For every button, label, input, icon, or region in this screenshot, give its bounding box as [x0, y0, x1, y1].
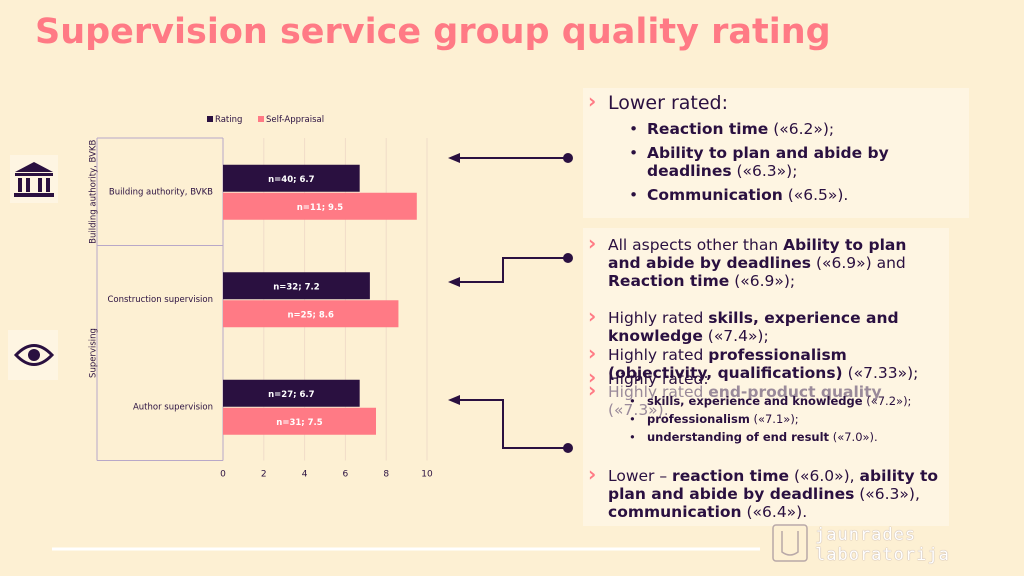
text-run: ability to plan and abide by deadlines [608, 467, 939, 503]
text-run: skills, experience and knowledge [608, 309, 899, 345]
data-label: n=40; 6.7 [268, 175, 315, 185]
group-label: Building authority, BVKB [89, 140, 99, 244]
text-block: skills, experience and knowledge («7.2»)… [629, 394, 937, 408]
y-tick-label: Construction supervision [107, 295, 213, 305]
text-run: skills, experience and knowledge [647, 394, 863, 408]
bar [223, 272, 370, 300]
legend-label: Self-Appraisal [266, 115, 324, 125]
text-run: Highly rated [608, 309, 709, 327]
text-block: Lower – reaction time («6.0»), ability t… [588, 465, 939, 521]
text-block: Communication («6.5»). [629, 186, 957, 204]
text-run: All aspects other than [608, 236, 784, 254]
eye-icon [13, 344, 55, 366]
bank-icon [14, 162, 54, 197]
text-run: («6.2»); [768, 120, 835, 138]
y-tick-label: Building authority, BVKB [109, 187, 213, 197]
logo-mark [772, 524, 808, 562]
text-run: («6.9») and [811, 254, 906, 272]
text-block: Highly rated: [588, 368, 938, 388]
bar [223, 192, 417, 220]
x-tick-label: 8 [383, 470, 389, 480]
data-label: n=31; 7.5 [276, 418, 323, 428]
text-block: All aspects other than Ability to plan a… [588, 234, 938, 290]
connector-ends [448, 153, 573, 453]
text-run: Communication [647, 186, 783, 204]
text-run: communication [608, 503, 742, 521]
text-run: («6.0»), [789, 467, 860, 485]
text-run: Highly rated [608, 346, 709, 364]
bar [223, 300, 399, 328]
text-run: («6.5»). [782, 186, 849, 204]
logo: jaunrades laboratorija [815, 525, 950, 565]
panel-heading: Lower rated: [588, 90, 728, 114]
text-run: Lower – [608, 467, 673, 485]
x-tick-label: 4 [302, 470, 308, 480]
text-run: («7.1»); [749, 412, 799, 426]
text-run: Reaction time [647, 120, 769, 138]
text-run: reaction time [672, 467, 790, 485]
text-run: («6.3»), [854, 485, 920, 503]
slide-title: Supervision service group quality rating [35, 12, 831, 52]
x-tick-label: 0 [220, 470, 226, 480]
text-run: Reaction time [608, 272, 730, 290]
x-tick-label: 2 [261, 470, 267, 480]
bar [223, 379, 360, 407]
text-block: understanding of end result («7.0»). [629, 430, 937, 444]
text-run: Ability to plan and abide by deadlines [647, 144, 889, 180]
text-block: Reaction time («6.2»); [629, 120, 957, 138]
x-tick-label: 10 [421, 470, 433, 480]
x-tick-label: 6 [343, 470, 349, 480]
text-run: («6.9»); [729, 272, 796, 290]
logo-text: jaunrades [815, 525, 917, 545]
logo-text: laboratorija [815, 545, 950, 565]
text-run: («7.0»). [829, 430, 878, 444]
legend-label: Rating [215, 115, 242, 125]
data-label: n=25; 8.6 [288, 310, 335, 320]
y-tick-label: Author supervision [133, 402, 213, 412]
legend-swatch [258, 116, 264, 122]
text-run: understanding of end result [647, 430, 830, 444]
text-run: («7.2»); [862, 394, 912, 408]
group-label: Supervising [89, 328, 99, 378]
data-label: n=27; 6.7 [268, 390, 315, 400]
data-label: n=32; 7.2 [273, 282, 320, 292]
text-run: («7.4»); [702, 327, 769, 345]
text-block: Ability to plan and abide by deadlines (… [629, 144, 957, 180]
text-run: Ability to plan and abide by deadlines [608, 236, 907, 272]
text-block: Highly rated skills, experience and know… [588, 307, 938, 345]
text-run: Highly rated: [608, 370, 709, 388]
data-label: n=11; 9.5 [297, 203, 344, 213]
text-run: («6.3»); [731, 162, 798, 180]
text-run: professionalism [647, 412, 750, 426]
bar [223, 164, 360, 192]
text-block: professionalism («7.1»); [629, 412, 937, 426]
text-run: («6.4»). [741, 503, 808, 521]
bar [223, 407, 376, 435]
legend-swatch [207, 116, 213, 122]
connectors [452, 157, 568, 449]
